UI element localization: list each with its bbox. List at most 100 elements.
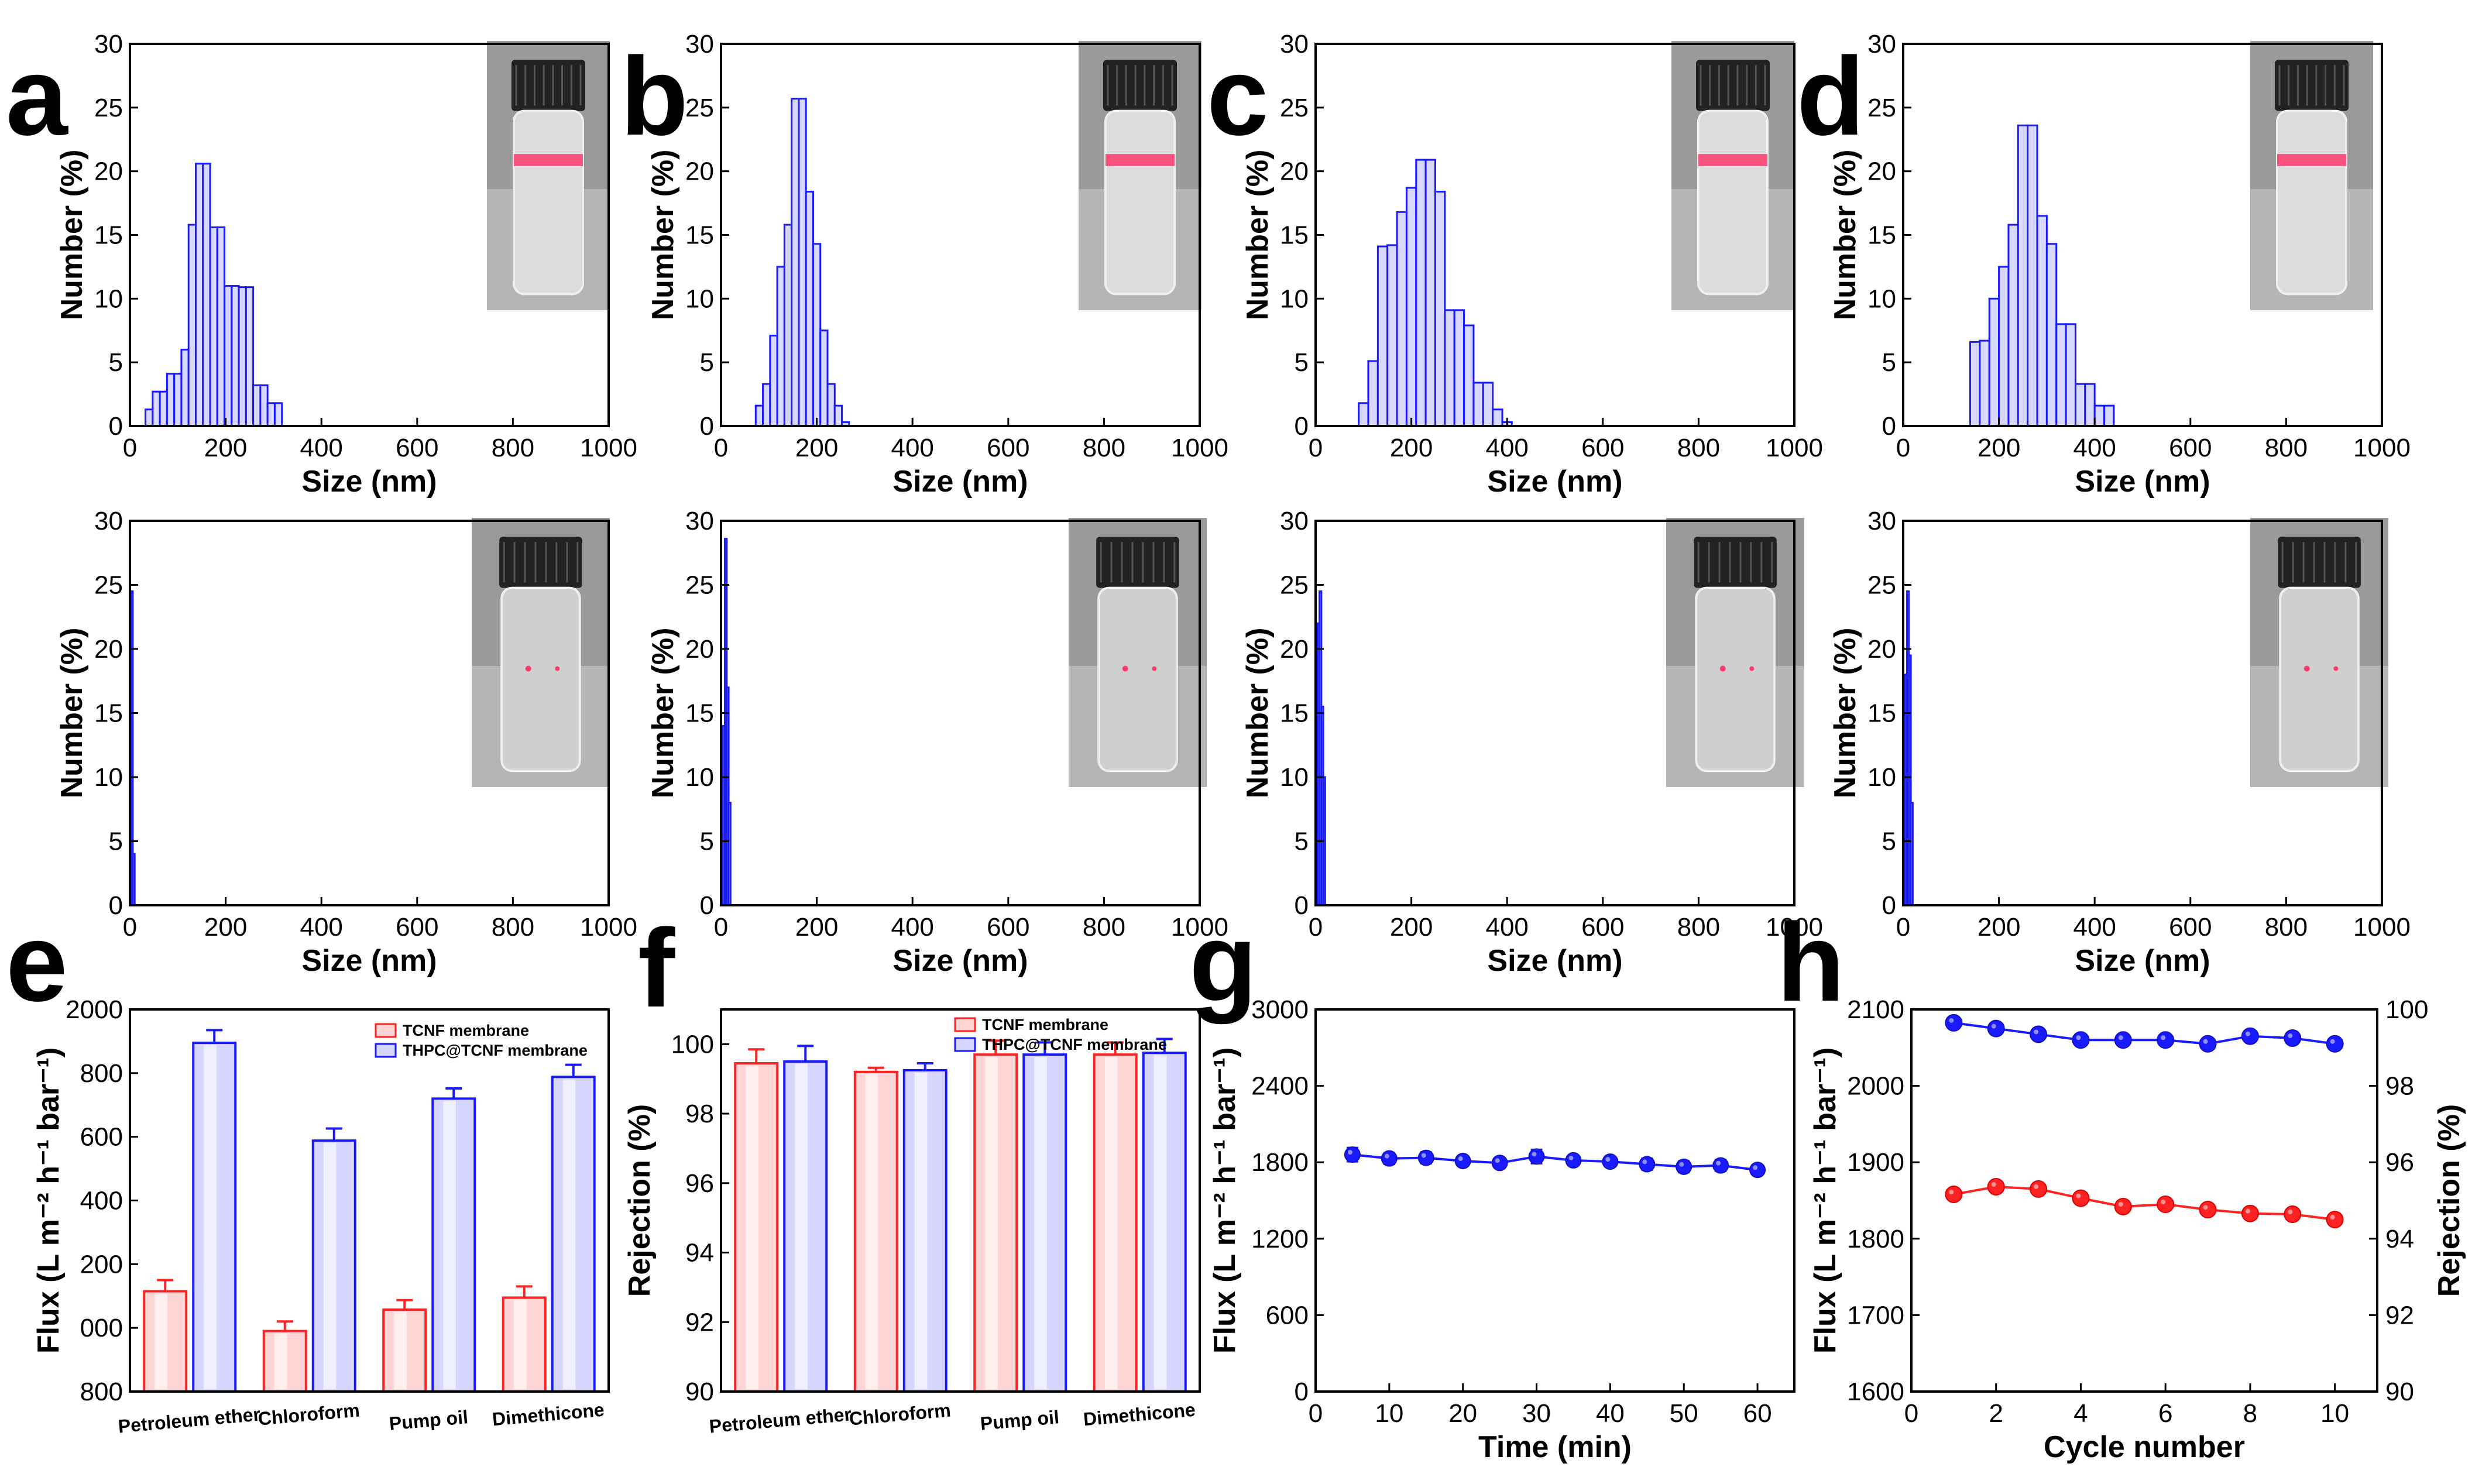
data-point bbox=[2284, 1205, 2302, 1224]
x-tick-label: 0 bbox=[1309, 1399, 1323, 1428]
data-point bbox=[1417, 1149, 1434, 1166]
histogram-bar bbox=[209, 226, 218, 427]
histogram-bar bbox=[2055, 323, 2067, 427]
point-shine bbox=[2161, 1035, 2166, 1040]
y-tick-label: 20 bbox=[94, 635, 123, 664]
y-tick-label: 5 bbox=[1882, 827, 1896, 856]
x-tick-label: 200 bbox=[1978, 434, 2020, 462]
x-tick-label: 8 bbox=[2243, 1399, 2257, 1428]
x-tick-label: 0 bbox=[123, 913, 137, 942]
point-shine bbox=[1532, 1152, 1537, 1157]
y-tick-label: 0 bbox=[700, 891, 714, 920]
panel-a2: 0 5 10 15 20 25 30 0 200 400 600 800 1000 Size (nm) Nu… bbox=[55, 507, 637, 978]
histogram-bar bbox=[166, 373, 176, 427]
y-tick-label: 1800 bbox=[1251, 1148, 1309, 1177]
y-tick-label: 20 bbox=[1867, 157, 1896, 186]
x-tick-label: 400 bbox=[2073, 434, 2116, 462]
x-tick-label: 600 bbox=[396, 434, 438, 462]
point-shine bbox=[2245, 1208, 2250, 1214]
bar-highlight bbox=[274, 1333, 287, 1389]
y-tick-label: 800 bbox=[80, 1059, 123, 1088]
histogram-bar bbox=[819, 329, 829, 427]
x-tick-label: 200 bbox=[795, 434, 838, 462]
laser-beam bbox=[1106, 154, 1175, 166]
y-tick-label: 0 bbox=[700, 412, 714, 441]
data-point bbox=[2157, 1031, 2175, 1049]
x-tick-label: 200 bbox=[795, 913, 838, 942]
legend-swatch bbox=[375, 1043, 397, 1058]
histogram-bar bbox=[152, 390, 161, 427]
histogram-bar bbox=[180, 348, 190, 427]
x-tick-label: 200 bbox=[1390, 434, 1433, 462]
category-label: Pump oil bbox=[388, 1406, 469, 1434]
x-tick-label: 0 bbox=[123, 434, 137, 462]
y-tick-label: 20 bbox=[685, 635, 714, 664]
point-shine bbox=[2161, 1200, 2166, 1205]
y-tick-label: 3000 bbox=[1251, 995, 1309, 1024]
point-shine bbox=[1384, 1153, 1389, 1159]
x-tick-label: 0 bbox=[714, 434, 728, 462]
x-tick-label: 10 bbox=[1375, 1399, 1403, 1428]
bar-highlight bbox=[1104, 1057, 1118, 1389]
x-tick-label: 1000 bbox=[1171, 434, 1228, 462]
category-label: Dimethicone bbox=[1083, 1399, 1196, 1430]
y-tick-label: 20 bbox=[94, 157, 123, 186]
point-shine bbox=[1568, 1155, 1574, 1160]
vial-body bbox=[1104, 109, 1176, 296]
y-tick-label: 10 bbox=[685, 763, 714, 792]
data-point bbox=[1987, 1177, 2005, 1196]
y-tick-label: 15 bbox=[94, 221, 123, 250]
x-axis-label: Size (nm) bbox=[892, 944, 1028, 978]
bar-highlight bbox=[323, 1143, 337, 1389]
data-point bbox=[2326, 1035, 2344, 1053]
point-shine bbox=[2288, 1210, 2293, 1215]
histogram-bar bbox=[2084, 383, 2096, 427]
bar-highlight bbox=[914, 1072, 928, 1389]
category-label: Chloroform bbox=[848, 1400, 952, 1430]
x-tick-label: 400 bbox=[891, 434, 933, 462]
y-tick-label: 1900 bbox=[1847, 1148, 1904, 1177]
histogram-bar bbox=[259, 384, 269, 427]
y-tick-label: 1800 bbox=[1847, 1225, 1904, 1253]
point-shine bbox=[1679, 1162, 1684, 1167]
y-tick-label: 5 bbox=[1295, 348, 1309, 377]
vial-body bbox=[2279, 586, 2360, 772]
y-tick-label: 2000 bbox=[1847, 1072, 1904, 1101]
x-tick-label: 10 bbox=[2320, 1399, 2349, 1428]
vial-photo-icon bbox=[1671, 41, 1794, 310]
y-axis-label: Number (%) bbox=[55, 150, 89, 321]
bar-highlight bbox=[443, 1101, 456, 1389]
y2-tick-label: 100 bbox=[2385, 995, 2428, 1024]
laser-beam bbox=[514, 154, 583, 166]
histogram-bar bbox=[2027, 124, 2038, 427]
x-tick-label: 20 bbox=[1448, 1399, 1477, 1428]
x-axis-label: Size (nm) bbox=[1487, 465, 1622, 499]
histogram-bar bbox=[1396, 211, 1407, 427]
point-shine bbox=[2034, 1029, 2039, 1035]
histogram-bar bbox=[826, 383, 836, 427]
histogram-bar bbox=[2007, 224, 2019, 427]
data-point bbox=[1639, 1156, 1656, 1173]
x-axis-label: Time (min) bbox=[1478, 1430, 1632, 1464]
y-tick-label: 10 bbox=[94, 763, 123, 792]
category-label: Pump oil bbox=[979, 1406, 1060, 1434]
x-tick-label: 1000 bbox=[580, 434, 637, 462]
plot-frame bbox=[1314, 1008, 1795, 1393]
vial-photo-icon bbox=[1079, 41, 1201, 310]
panel-b: 0 5 10 15 20 25 30 0 200 400 600 800 1000 Size (nm) Nu… bbox=[620, 30, 1228, 499]
y-tick-label: 15 bbox=[685, 221, 714, 250]
y-tick-label: 100 bbox=[671, 1030, 714, 1059]
y-axis-label: Number (%) bbox=[1241, 628, 1275, 799]
histogram-bar bbox=[727, 802, 732, 906]
y-tick-label: 10 bbox=[1280, 763, 1309, 792]
vial-body bbox=[2276, 109, 2347, 296]
point-shine bbox=[2203, 1205, 2208, 1210]
y-tick-label: 600 bbox=[1266, 1301, 1309, 1330]
histogram-bar bbox=[2103, 404, 2115, 427]
panel-h: 0 2 4 6 8 10160017001800190020002100909294969… bbox=[1777, 901, 2466, 1464]
histogram-bar bbox=[1482, 382, 1494, 427]
x-tick-label: 1000 bbox=[2353, 913, 2411, 942]
histogram-bar bbox=[132, 853, 136, 906]
x-tick-label: 0 bbox=[1904, 1399, 1918, 1428]
x-tick-label: 800 bbox=[492, 434, 534, 462]
